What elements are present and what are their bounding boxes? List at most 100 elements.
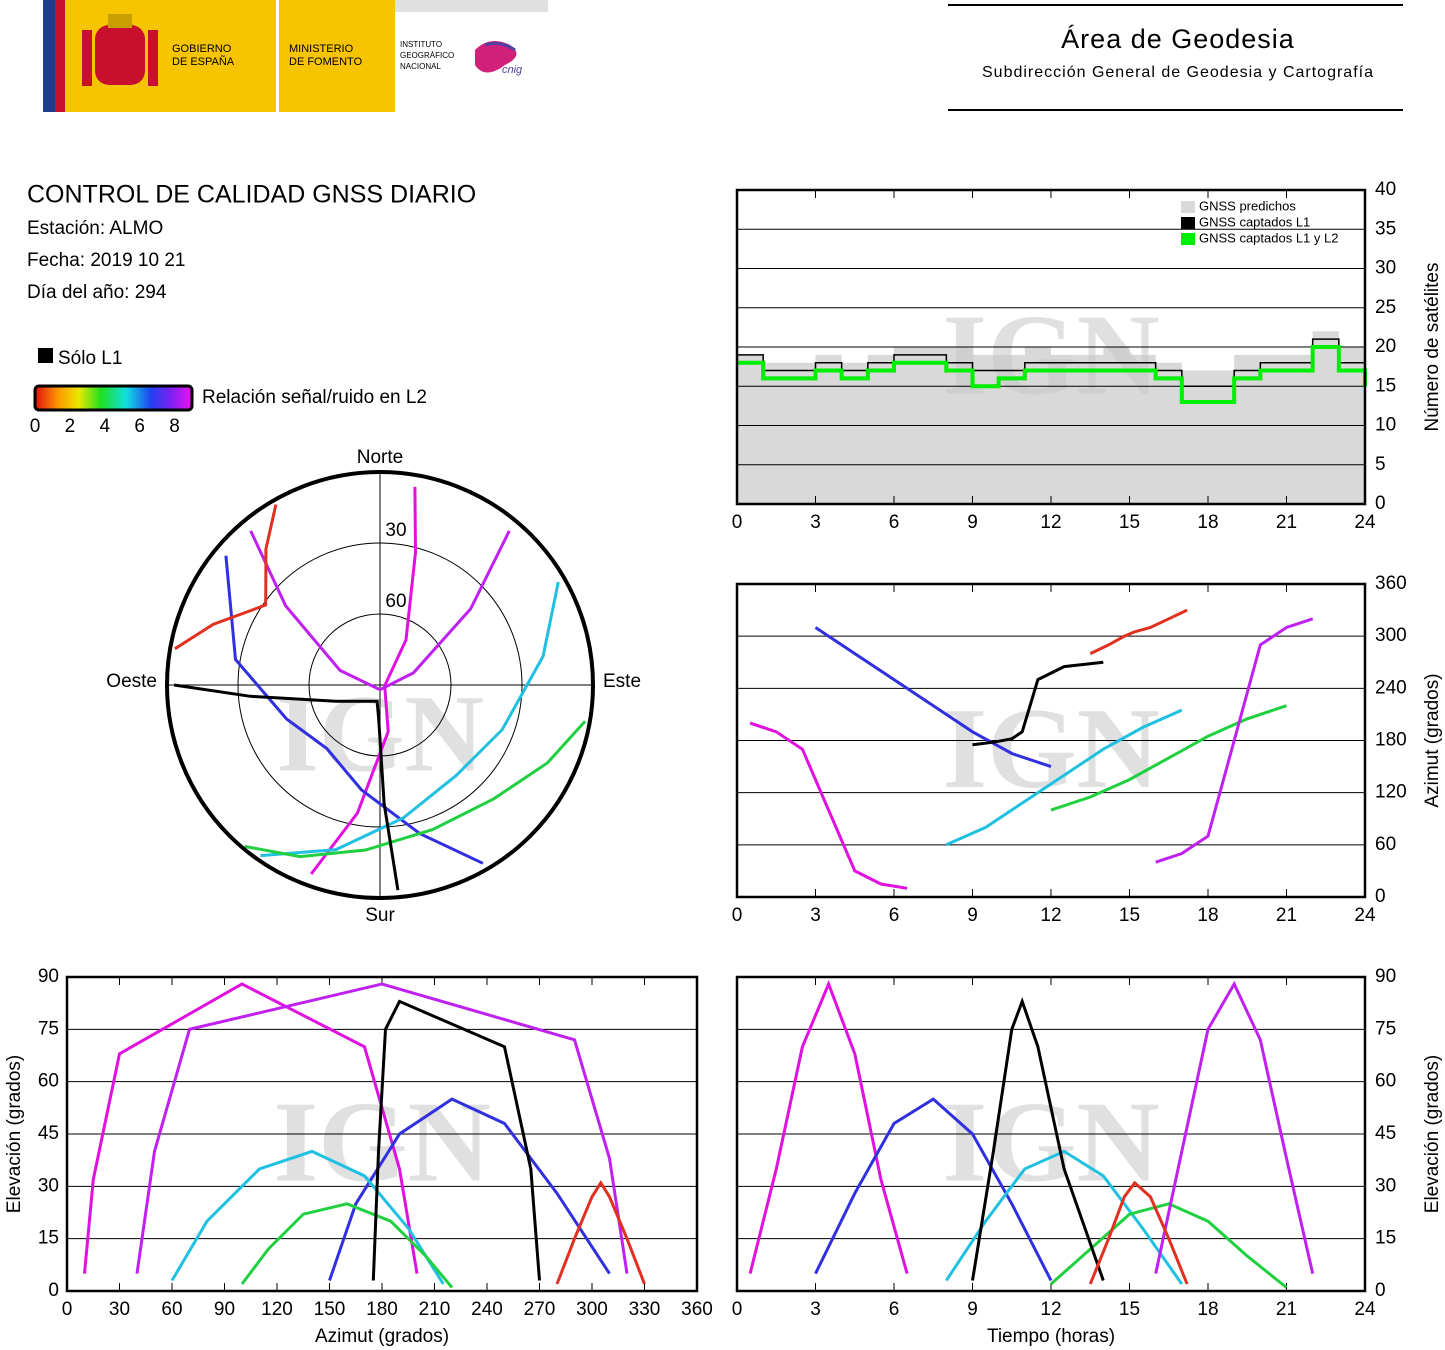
satellite-track — [1050, 704, 1287, 812]
direction-label: Oeste — [106, 671, 157, 692]
x-tick-label: 12 — [1040, 512, 1061, 533]
x-tick-label: 24 — [1354, 1299, 1376, 1320]
x-axis-label: Tiempo (horas) — [987, 1326, 1115, 1347]
satellite-track — [249, 530, 511, 692]
satellite-track — [945, 1149, 1184, 1285]
count-line — [737, 338, 1366, 387]
x-tick-label: 18 — [1197, 1299, 1218, 1320]
x-tick-label: 120 — [261, 1299, 293, 1320]
x-tick-label: 3 — [810, 905, 821, 926]
y-tick-label: 0 — [1375, 493, 1386, 514]
x-tick-label: 240 — [471, 1299, 503, 1320]
x-tick-label: 9 — [967, 905, 978, 926]
y-tick-label: 75 — [38, 1018, 59, 1039]
header-text: DE FOMENTO — [289, 56, 363, 68]
x-tick-label: 6 — [889, 512, 900, 533]
x-tick-label: 6 — [889, 1299, 900, 1320]
direction-label: Este — [603, 671, 641, 692]
y-tick-label: 120 — [1375, 782, 1407, 803]
y-tick-label: 0 — [1375, 1280, 1386, 1301]
satellite-track — [972, 660, 1104, 747]
colorbar-tick-label: 4 — [99, 416, 110, 437]
y-tick-label: 75 — [1375, 1018, 1396, 1039]
x-tick-label: 15 — [1119, 1299, 1140, 1320]
plot-frame — [65, 975, 699, 1293]
satellite-track — [135, 982, 629, 1274]
y-tick-label: 5 — [1375, 454, 1386, 475]
header-text: DE ESPAÑA — [172, 55, 235, 68]
report-title: CONTROL DE CALIDAD GNSS DIARIO — [27, 181, 476, 209]
watermark: IGN — [942, 291, 1159, 418]
x-tick-label: 21 — [1276, 905, 1297, 926]
y-tick-label: 300 — [1375, 625, 1407, 646]
y-tick-label: 25 — [1375, 297, 1396, 318]
x-tick-label: 180 — [366, 1299, 398, 1320]
x-tick-label: 12 — [1040, 905, 1061, 926]
area-subtitle: Subdirección General de Geodesia y Carto… — [982, 64, 1374, 81]
x-tick-label: 210 — [419, 1299, 451, 1320]
satellite-track — [240, 1202, 454, 1289]
satellite-track — [749, 721, 908, 890]
y-axis-label: Elevación (grados) — [1422, 1055, 1443, 1213]
header-text: GOBIERNO — [172, 43, 232, 55]
legend-swatch — [1181, 201, 1195, 213]
satellite-track — [814, 1097, 1053, 1282]
x-tick-label: 60 — [161, 1299, 182, 1320]
horizon — [165, 470, 595, 900]
x-tick-label: 21 — [1276, 512, 1297, 533]
legend-label: GNSS captados L1 y L2 — [1199, 230, 1338, 245]
y-tick-label: 90 — [38, 966, 59, 987]
report-line: Fecha: 2019 10 21 — [27, 250, 185, 271]
y-tick-label: 30 — [38, 1175, 59, 1196]
x-tick-label: 3 — [810, 512, 821, 533]
area-title: Área de Geodesia — [1061, 24, 1295, 54]
legend-swatch — [1181, 233, 1195, 245]
x-tick-label: 24 — [1354, 905, 1376, 926]
header-text: MINISTERIO — [289, 43, 354, 55]
x-tick-label: 330 — [629, 1299, 661, 1320]
count-line — [737, 345, 1367, 404]
y-axis-label: Azimut (grados) — [1422, 673, 1443, 807]
y-tick-label: 30 — [1375, 258, 1396, 279]
y-tick-label: 15 — [1375, 1228, 1396, 1249]
x-tick-label: 9 — [967, 512, 978, 533]
y-tick-label: 240 — [1375, 677, 1407, 698]
plot-frame — [735, 975, 1367, 1293]
area — [737, 331, 1365, 504]
colorbar-tick-label: 8 — [169, 416, 180, 437]
x-tick-label: 21 — [1276, 1299, 1297, 1320]
y-tick-label: 15 — [1375, 375, 1396, 396]
x-tick-label: 3 — [810, 1299, 821, 1320]
satellite-track — [814, 626, 1052, 769]
y-tick-label: 180 — [1375, 730, 1407, 751]
y-tick-label: 90 — [1375, 966, 1396, 987]
legend-label: GNSS predichos — [1199, 198, 1296, 213]
x-tick-label: 0 — [732, 1299, 743, 1320]
colorbar-tick-label: 6 — [134, 416, 145, 437]
x-tick-label: 0 — [62, 1299, 73, 1320]
colorbar-label: Relación señal/ruido en L2 — [202, 387, 427, 408]
y-tick-label: 20 — [1375, 336, 1396, 357]
colorbar-tick-label: 0 — [30, 416, 41, 437]
y-tick-label: 45 — [38, 1123, 59, 1144]
y-axis-label: Elevación (grados) — [4, 1055, 25, 1213]
y-tick-label: 40 — [1375, 179, 1396, 200]
y-axis-label: Número de satélites — [1422, 263, 1443, 432]
y-tick-label: 30 — [1375, 1175, 1396, 1196]
x-tick-label: 270 — [524, 1299, 556, 1320]
y-tick-label: 35 — [1375, 218, 1396, 239]
x-tick-label: 6 — [889, 905, 900, 926]
x-tick-label: 18 — [1197, 512, 1218, 533]
satellite-track — [328, 1097, 611, 1281]
satellite-track — [260, 581, 560, 858]
y-tick-label: 45 — [1375, 1123, 1396, 1144]
legend-swatch — [38, 348, 53, 363]
ring-label: 60 — [385, 591, 406, 612]
x-axis-label: Azimut (grados) — [315, 1326, 449, 1347]
x-tick-label: 15 — [1119, 905, 1140, 926]
legend-label: GNSS captados L1 — [1199, 214, 1310, 229]
x-tick-label: 150 — [314, 1299, 346, 1320]
x-tick-label: 9 — [967, 1299, 978, 1320]
colorbar — [33, 384, 194, 412]
